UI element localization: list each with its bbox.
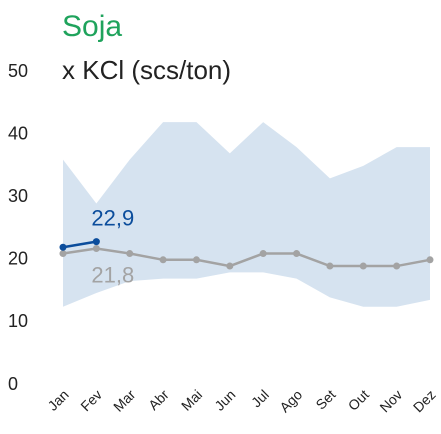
x-tick-label: Mai — [178, 386, 205, 413]
x-tick-label: Dez — [410, 386, 439, 415]
point — [126, 250, 134, 258]
point — [159, 256, 167, 264]
x-tick-label: Nov — [376, 386, 405, 415]
x-tick-label: Ago — [276, 386, 305, 415]
point — [393, 262, 401, 270]
point — [92, 245, 100, 253]
point — [326, 262, 334, 270]
point — [92, 238, 100, 246]
x-tick-label: Jun — [211, 386, 238, 413]
x-tick-label: Out — [345, 386, 372, 413]
y-tick-label: 30 — [8, 186, 28, 206]
series-line — [62, 247, 431, 268]
x-tick-label: Jul — [248, 386, 272, 410]
x-tick-label: Jan — [44, 386, 71, 413]
x-tick-label: Mar — [110, 386, 139, 415]
chart-subtitle: x KCl (scs/ton) — [62, 55, 231, 85]
y-tick-label: 20 — [8, 249, 28, 269]
y-tick-label: 0 — [8, 374, 18, 394]
value-label: 21,8 — [91, 262, 134, 287]
y-tick-label: 10 — [8, 311, 28, 331]
point — [359, 262, 367, 270]
point — [226, 262, 234, 270]
point — [426, 256, 434, 264]
range-band — [63, 122, 430, 307]
x-tick-label: Set — [312, 386, 338, 412]
series-line — [62, 240, 97, 249]
point — [293, 250, 301, 258]
x-tick-label: Fev — [77, 386, 105, 414]
chart-title: Soja — [62, 10, 122, 43]
point — [59, 243, 67, 251]
y-tick-label: 40 — [8, 123, 28, 143]
x-tick-label: Abr — [145, 386, 172, 413]
y-tick-label: 50 — [8, 61, 28, 81]
point — [192, 256, 200, 264]
point — [259, 250, 267, 258]
value-label: 22,9 — [91, 205, 134, 230]
point — [59, 250, 67, 258]
